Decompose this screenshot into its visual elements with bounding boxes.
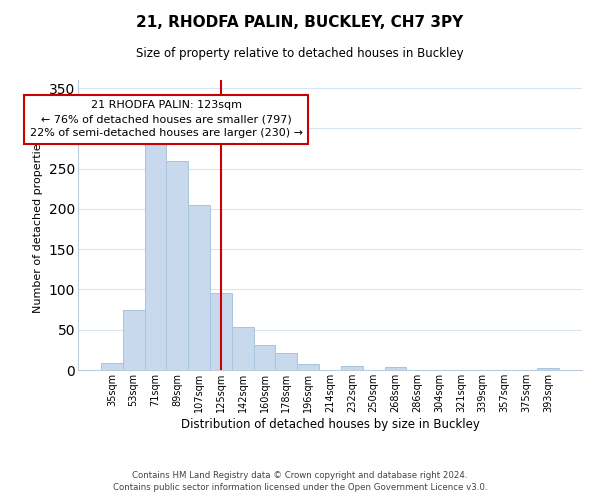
Bar xyxy=(297,364,319,370)
Text: Size of property relative to detached houses in Buckley: Size of property relative to detached ho… xyxy=(136,48,464,60)
Text: 21, RHODFA PALIN, BUCKLEY, CH7 3PY: 21, RHODFA PALIN, BUCKLEY, CH7 3PY xyxy=(136,15,464,30)
Bar xyxy=(275,353,297,370)
Text: 21 RHODFA PALIN: 123sqm
← 76% of detached houses are smaller (797)
22% of semi-d: 21 RHODFA PALIN: 123sqm ← 76% of detache… xyxy=(30,100,303,138)
Y-axis label: Number of detached properties: Number of detached properties xyxy=(33,138,43,312)
Text: Contains public sector information licensed under the Open Government Licence v3: Contains public sector information licen… xyxy=(113,484,487,492)
Bar xyxy=(254,345,275,370)
Bar xyxy=(123,310,145,370)
Bar xyxy=(341,366,363,370)
Bar xyxy=(232,326,254,370)
Bar xyxy=(537,368,559,370)
X-axis label: Distribution of detached houses by size in Buckley: Distribution of detached houses by size … xyxy=(181,418,479,430)
Bar xyxy=(385,367,406,370)
Bar xyxy=(188,205,210,370)
Bar xyxy=(166,160,188,370)
Bar xyxy=(210,292,232,370)
Bar xyxy=(101,363,123,370)
Bar xyxy=(145,140,166,370)
Text: Contains HM Land Registry data © Crown copyright and database right 2024.: Contains HM Land Registry data © Crown c… xyxy=(132,471,468,480)
